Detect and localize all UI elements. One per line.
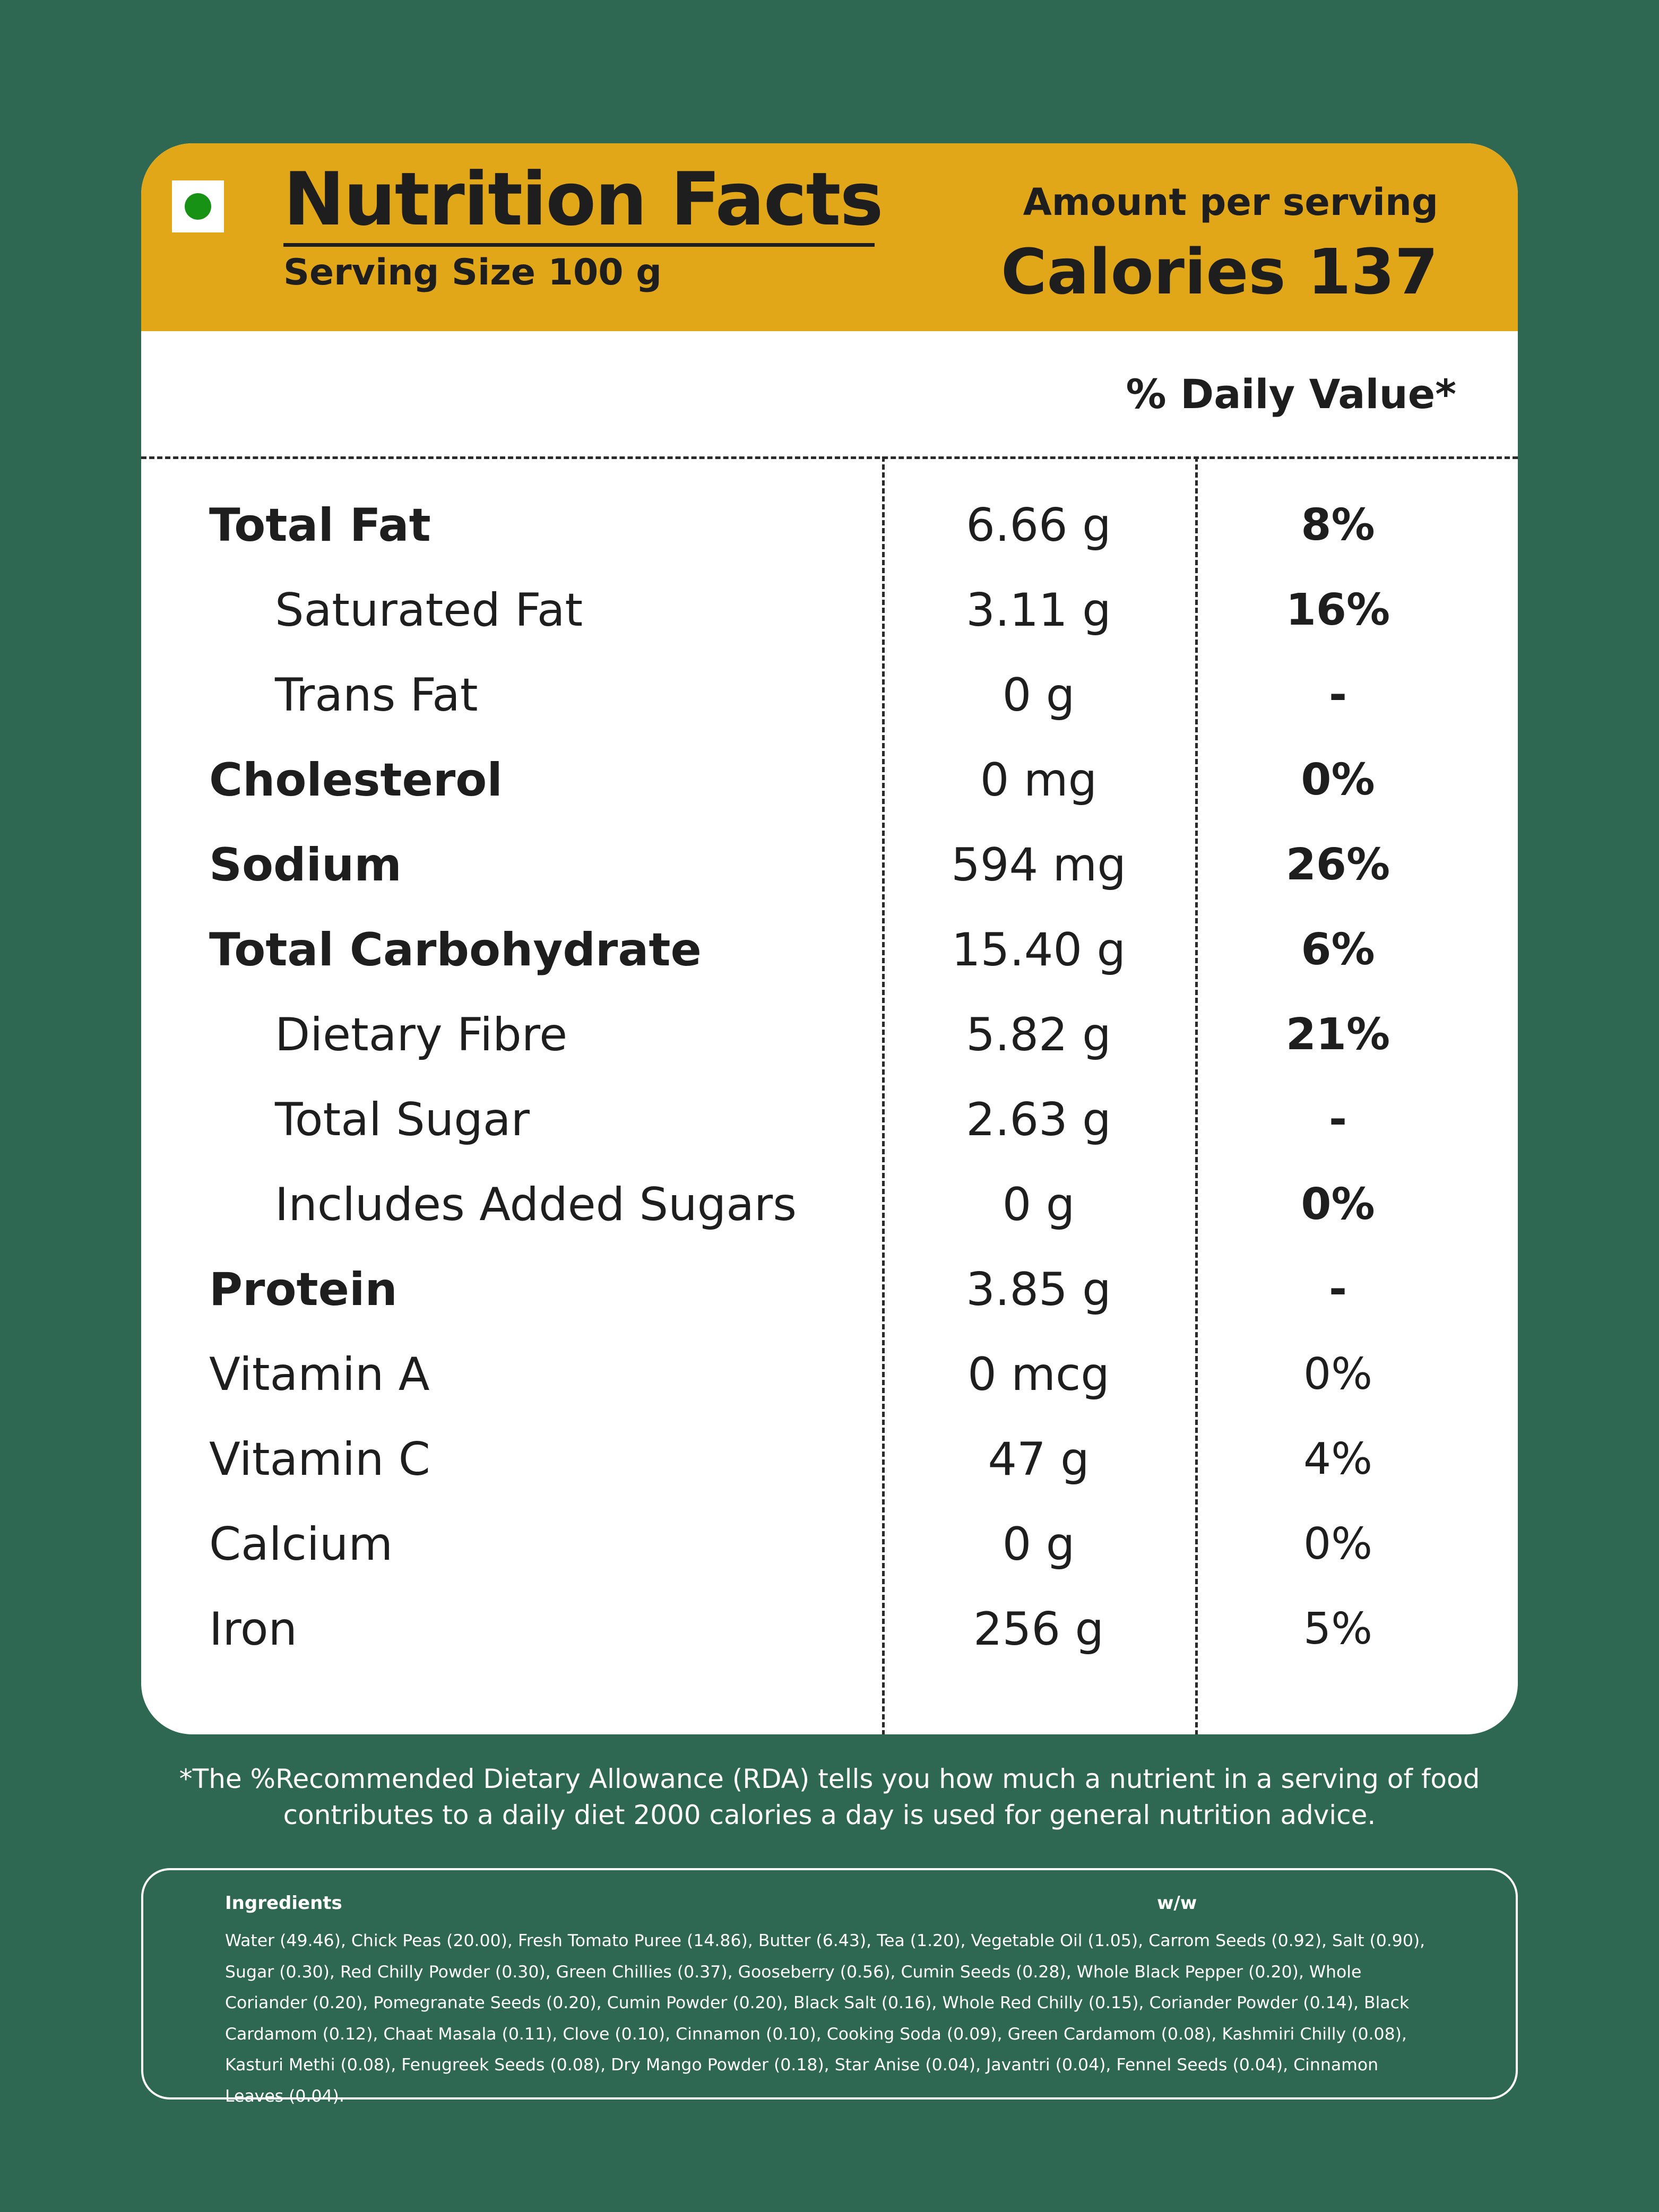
nutrient-name: Iron <box>209 1603 297 1656</box>
nutrient-daily-value: 0% <box>1303 1349 1373 1399</box>
nutrient-daily-value: 0% <box>1301 755 1375 805</box>
nutrient-daily-value: 5% <box>1303 1604 1373 1654</box>
table-row: Calcium 0 g 0% <box>141 1502 1518 1587</box>
table-row: Total Carbohydrate 15.40 g 6% <box>141 908 1518 992</box>
nutrient-amount: 0 mcg <box>967 1348 1110 1401</box>
table-row: Vitamin C 47 g 4% <box>141 1417 1518 1502</box>
calories: Calories 137 <box>1000 235 1438 308</box>
table-row: Trans Fat 0 g - <box>141 653 1518 738</box>
table-row: Saturated Fat 3.11 g 16% <box>141 568 1518 653</box>
rda-footnote: *The %Recommended Dietary Allowance (RDA… <box>141 1761 1518 1833</box>
table-row: Protein 3.85 g - <box>141 1247 1518 1332</box>
nutrient-name: Total Fat <box>209 499 431 552</box>
nutrient-daily-value: 0% <box>1301 1179 1375 1230</box>
page-title: Nutrition Facts <box>283 157 884 242</box>
header-divider <box>141 456 1518 459</box>
nutrition-header: Nutrition Facts Serving Size 100 g Amoun… <box>141 143 1518 331</box>
table-row: Total Fat 6.66 g 8% <box>141 483 1518 568</box>
nutrient-amount: 594 mg <box>951 839 1126 892</box>
nutrient-name: Vitamin A <box>209 1348 430 1401</box>
ingredients-title: Ingredients <box>225 1893 342 1914</box>
footnote-line-2: contributes to a daily diet 2000 calorie… <box>283 1800 1376 1830</box>
nutrient-table: Total Fat 6.66 g 8% Saturated Fat 3.11 g… <box>141 483 1518 1672</box>
nutrient-daily-value: - <box>1328 1264 1347 1315</box>
ingredients-unit: w/w <box>1157 1893 1197 1914</box>
title-underline <box>283 243 875 247</box>
nutrient-amount: 6.66 g <box>966 499 1111 552</box>
nutrient-amount: 15.40 g <box>951 923 1126 977</box>
serving-size: Serving Size 100 g <box>283 252 662 293</box>
daily-value-header: % Daily Value* <box>1126 370 1456 418</box>
nutrient-name: Sodium <box>209 839 402 892</box>
table-row: Iron 256 g 5% <box>141 1587 1518 1672</box>
table-row: Includes Added Sugars 0 g 0% <box>141 1162 1518 1247</box>
nutrient-amount: 0 g <box>1002 1178 1075 1231</box>
nutrient-amount: 5.82 g <box>966 1008 1111 1061</box>
veg-mark-dot <box>185 193 211 220</box>
nutrient-amount: 47 g <box>988 1433 1090 1486</box>
nutrient-daily-value: 21% <box>1285 1009 1390 1060</box>
nutrient-name: Protein <box>209 1263 398 1316</box>
ingredients-panel: Ingredients w/w Water (49.46), Chick Pea… <box>141 1868 1518 2106</box>
nutrient-amount: 2.63 g <box>966 1093 1111 1146</box>
table-row: Dietary Fibre 5.82 g 21% <box>141 992 1518 1077</box>
veg-mark-icon <box>172 180 224 232</box>
nutrient-name: Total Carbohydrate <box>209 923 702 977</box>
nutrient-daily-value: 6% <box>1301 924 1375 975</box>
ingredients-list: Water (49.46), Chick Peas (20.00), Fresh… <box>225 1931 1425 2106</box>
footnote-line-1: *The %Recommended Dietary Allowance (RDA… <box>179 1764 1480 1794</box>
column-divider-amount <box>882 456 885 1734</box>
nutrient-amount: 3.11 g <box>966 584 1111 637</box>
nutrient-daily-value: - <box>1328 670 1347 720</box>
table-row: Vitamin A 0 mcg 0% <box>141 1332 1518 1417</box>
nutrient-name: Trans Fat <box>275 669 478 722</box>
nutrition-facts-panel: Nutrition Facts Serving Size 100 g Amoun… <box>141 143 1518 1734</box>
nutrient-daily-value: 8% <box>1301 500 1375 550</box>
nutrient-daily-value: 4% <box>1303 1434 1373 1484</box>
nutrient-daily-value: 0% <box>1303 1519 1373 1569</box>
nutrient-name: Saturated Fat <box>275 584 583 637</box>
column-divider-dv <box>1195 456 1198 1734</box>
amount-per-serving: Amount per serving <box>1023 180 1438 224</box>
nutrient-name: Total Sugar <box>275 1093 530 1146</box>
nutrient-name: Cholesterol <box>209 754 503 807</box>
nutrient-amount: 0 mg <box>980 754 1098 807</box>
nutrient-amount: 3.85 g <box>966 1263 1111 1316</box>
nutrient-daily-value: 26% <box>1285 840 1390 890</box>
nutrient-daily-value: 16% <box>1285 585 1390 635</box>
nutrient-amount: 0 g <box>1002 669 1075 722</box>
table-row: Total Sugar 2.63 g - <box>141 1077 1518 1162</box>
table-row: Cholesterol 0 mg 0% <box>141 738 1518 823</box>
nutrient-name: Calcium <box>209 1518 393 1571</box>
nutrient-amount: 0 g <box>1002 1518 1075 1571</box>
nutrient-name: Vitamin C <box>209 1433 430 1486</box>
nutrient-amount: 256 g <box>973 1603 1104 1656</box>
table-row: Sodium 594 mg 26% <box>141 823 1518 908</box>
nutrient-daily-value: - <box>1328 1094 1347 1145</box>
nutrient-name: Dietary Fibre <box>275 1008 568 1061</box>
nutrient-name: Includes Added Sugars <box>275 1178 797 1231</box>
